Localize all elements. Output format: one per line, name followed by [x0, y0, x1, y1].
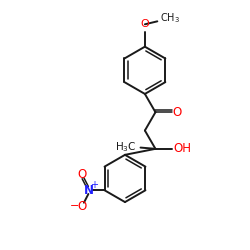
Text: O: O — [140, 19, 149, 29]
Text: −: − — [70, 202, 79, 211]
Text: H$_3$C: H$_3$C — [115, 141, 137, 154]
Text: O: O — [77, 200, 86, 213]
Text: CH$_3$: CH$_3$ — [160, 11, 180, 25]
Text: N: N — [84, 184, 94, 197]
Text: +: + — [90, 180, 98, 190]
Text: OH: OH — [174, 142, 192, 155]
Text: O: O — [173, 106, 182, 119]
Text: O: O — [77, 168, 86, 180]
